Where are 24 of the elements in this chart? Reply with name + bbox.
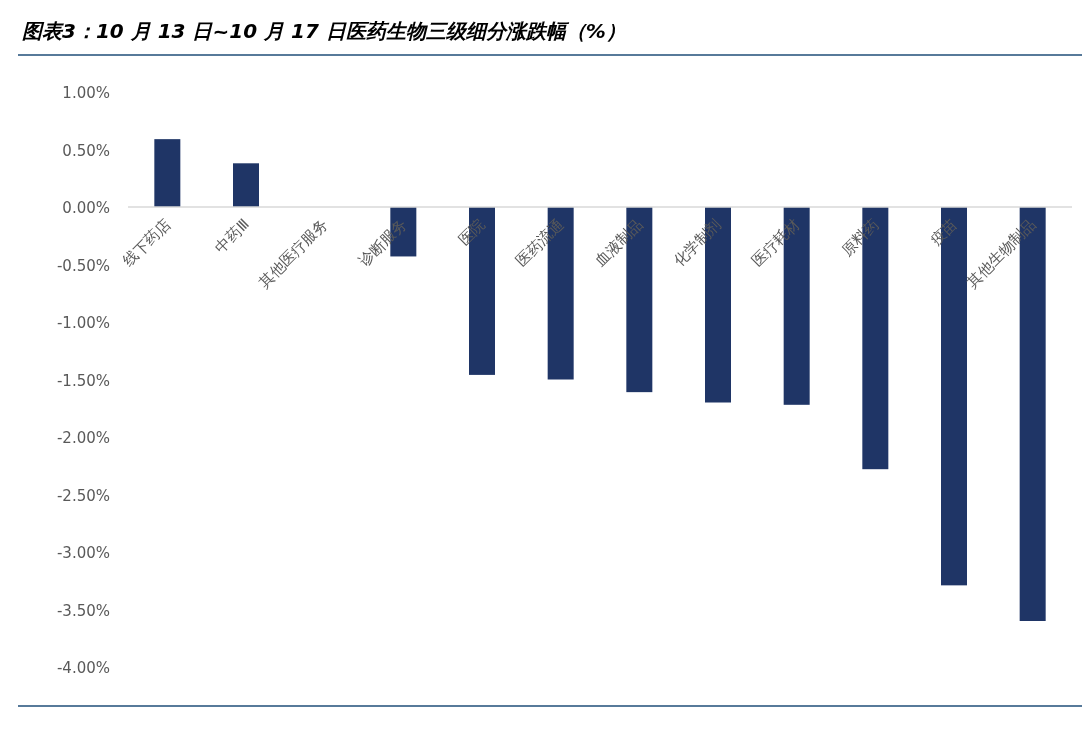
x-tick-label: 其他医疗服务 bbox=[255, 215, 332, 292]
bar bbox=[233, 163, 259, 207]
x-tick-label: 疫苗 bbox=[926, 215, 961, 250]
x-tick-label: 中药Ⅲ bbox=[211, 215, 253, 257]
y-tick-label: -4.00% bbox=[56, 659, 110, 677]
x-tick-label: 医疗耗材 bbox=[748, 215, 804, 271]
x-tick-label: 诊断服务 bbox=[355, 215, 411, 271]
chart-title: 图表3：10 月 13 日~10 月 17 日医药生物三级细分涨跌幅（%） bbox=[22, 19, 626, 43]
x-tick-label: 医药流通 bbox=[512, 215, 568, 271]
y-tick-label: -1.50% bbox=[56, 371, 110, 390]
y-tick-label: -3.50% bbox=[56, 601, 110, 620]
bar bbox=[154, 139, 181, 207]
x-tick-label: 化学制剂 bbox=[669, 215, 725, 271]
x-tick-label: 线下药店 bbox=[119, 215, 175, 271]
y-tick-label: 1.00% bbox=[62, 84, 110, 102]
y-tick-label: 0.00% bbox=[62, 199, 110, 217]
y-tick-label: -2.50% bbox=[56, 486, 110, 505]
y-tick-label: -3.00% bbox=[56, 544, 110, 562]
y-tick-label: -0.50% bbox=[56, 256, 110, 275]
y-tick-label: 0.50% bbox=[62, 141, 110, 160]
x-tick-label: 原料药 bbox=[837, 215, 883, 260]
y-tick-label: -1.00% bbox=[56, 314, 110, 332]
y-tick-label: -2.00% bbox=[56, 429, 110, 447]
x-tick-label: 医院 bbox=[454, 215, 489, 250]
